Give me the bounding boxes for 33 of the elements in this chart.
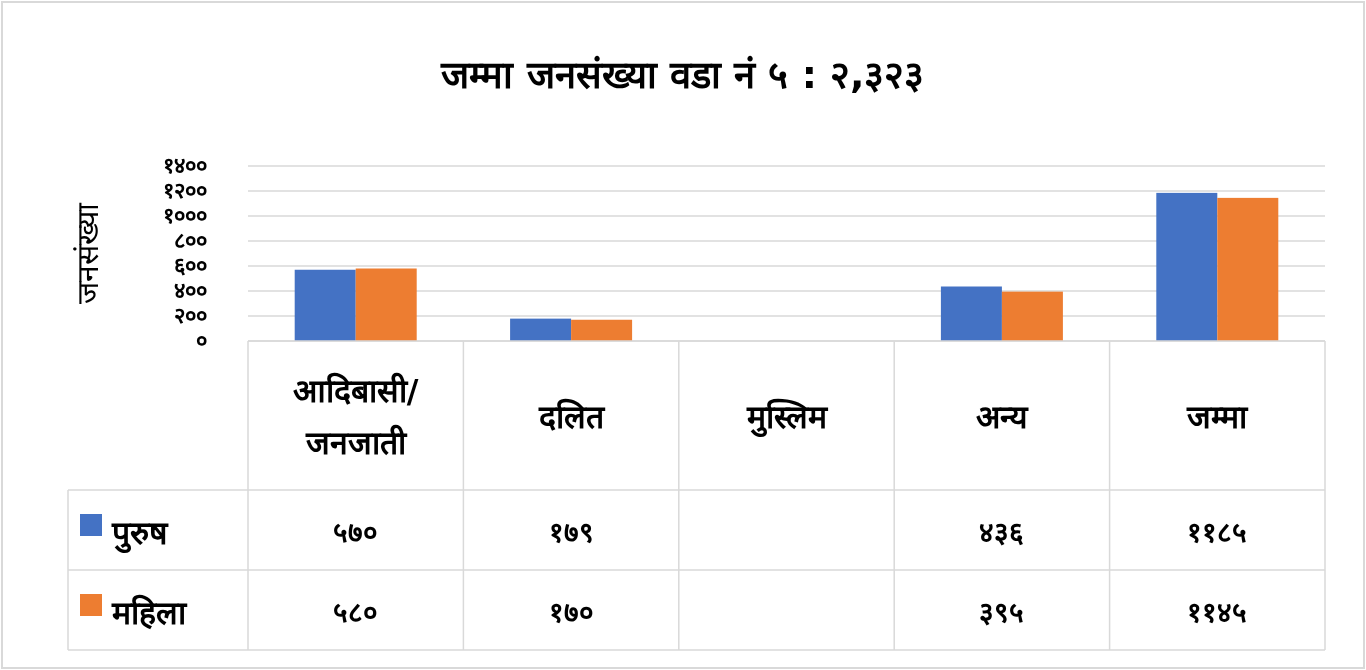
data-label: १७० [548,596,594,629]
data-label: ११८५ [1187,516,1248,549]
data-label: ११४५ [1187,596,1248,629]
y-tick-label: ० [196,328,207,353]
y-tick-label: ४०० [174,278,207,303]
y-axis-title: जनसंख्या [70,202,105,304]
data-label: ५७० [333,516,379,549]
data-label: १७९ [548,516,594,549]
y-tick-label: १००० [163,203,207,228]
y-tick-label: ८०० [174,228,207,253]
y-tick-label: १४०० [163,153,207,178]
y-tick-label: १२०० [163,178,207,203]
x-tick-label: अन्य [975,397,1029,436]
bar [940,286,1002,341]
bar [294,269,356,341]
x-tick-label: दलित [537,397,606,436]
legend-label: महिला [111,594,188,632]
data-label: ३९५ [979,596,1025,629]
x-tick-label: मुस्लिम [745,397,829,438]
data-label: ५८० [333,596,379,629]
bar [355,268,417,341]
bar [571,319,633,341]
bar [1217,197,1279,341]
legend-label: पुरुष [111,514,169,554]
chart-title: जम्मा जनसंख्या वडा नं ५ : २,३२३ [440,53,925,97]
bar [510,318,572,341]
data-label: ४३६ [979,516,1025,549]
bar [1156,192,1218,341]
x-tick-label: जम्मा [1186,397,1250,436]
y-tick-label: २०० [174,303,207,328]
y-tick-label: ६०० [174,253,207,278]
x-tick-label: आदिबासी/जनजाती [292,371,419,462]
bar [1001,291,1063,341]
